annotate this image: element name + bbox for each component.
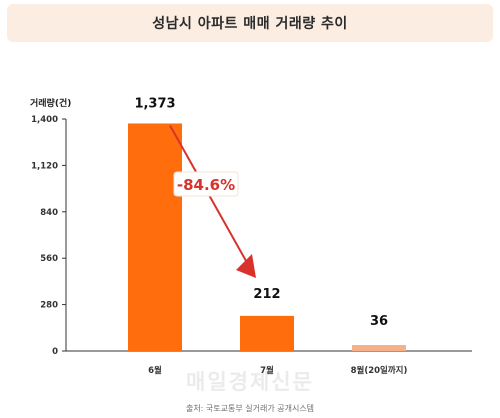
y-tick-label: 840 [40,208,58,218]
decline-arrow-line [169,124,251,269]
y-tick-label: 1,400 [31,115,58,125]
bar [128,123,182,351]
x-tick-label: 8월(20일까지) [351,365,408,376]
x-tick-label: 7월 [260,365,274,376]
decline-arrowhead [236,254,256,278]
chart-title: 성남시 아파트 매매 거래량 추이 [152,16,348,32]
y-tick-label: 1,120 [31,161,58,171]
data-label: 1,373 [134,96,175,111]
bar [352,345,406,351]
data-label: 212 [253,287,280,302]
x-tick-label: 6월 [148,365,162,376]
bar [240,315,294,351]
title-bar: 성남시 아파트 매매 거래량 추이 [7,4,493,42]
watermark: 매일경제신문 [186,369,314,394]
y-tick-label: 0 [52,347,58,357]
change-label: -84.6% [177,176,235,194]
y-axis-label: 거래량(건) [30,97,71,109]
y-tick-label: 560 [40,254,58,264]
y-tick-label: 280 [40,301,58,311]
change-label-box [173,171,239,197]
source-note: 출처: 국토교통부 실거래가 공개시스템 [185,404,315,413]
data-label: 36 [370,314,388,329]
